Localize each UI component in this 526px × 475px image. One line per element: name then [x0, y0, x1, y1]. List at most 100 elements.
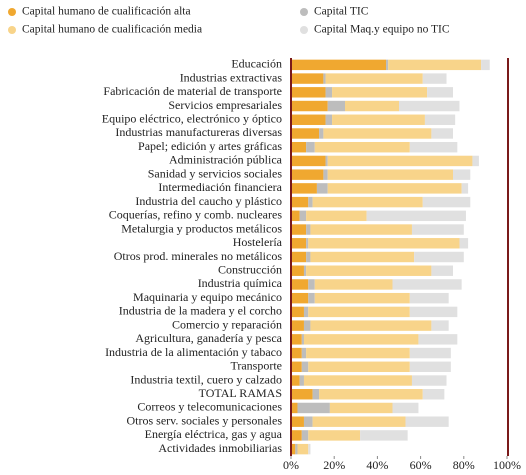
bar-segment [431, 265, 453, 276]
bar-segment [291, 389, 313, 400]
y-tick-label: Intermediación financiera [158, 180, 282, 194]
bar-segment [409, 292, 449, 304]
y-tick-label: Industria de la madera y el corcho [119, 304, 282, 318]
bar-segment [414, 251, 464, 263]
y-tick-label: Metalurgia y productos metálicos [121, 221, 282, 235]
y-tick-label: Maquinaria y equipo mecánico [133, 290, 282, 304]
bar-segment [291, 210, 300, 222]
bar-segment [411, 224, 464, 235]
y-tick-label: Comercio y reparación [172, 317, 282, 331]
bar-segment [310, 224, 412, 235]
bar-segment [314, 292, 410, 304]
bar-segment [310, 320, 432, 331]
bar-segment [301, 334, 304, 345]
bar-segment [299, 375, 304, 386]
bar-segment [316, 183, 328, 194]
y-tick-label: Industrias extractivas [180, 70, 283, 84]
bar-segment [399, 100, 460, 112]
bar-segment [327, 169, 453, 180]
bar-segment [291, 169, 324, 180]
bar-segment [431, 128, 453, 139]
bar-segment [314, 141, 410, 153]
bar-segment [291, 59, 387, 71]
bar-segment [291, 73, 324, 84]
bar-segment [319, 128, 324, 139]
bar-segment [332, 114, 425, 125]
x-tick-label: 80% [453, 458, 475, 472]
y-tick-label: Industrias manufactureras diversas [115, 125, 282, 139]
bar-segment [312, 416, 406, 427]
x-tick-label: 60% [410, 458, 432, 472]
bar-segment [291, 251, 307, 263]
bar-segment [312, 389, 320, 400]
bar-segment [459, 238, 469, 249]
legend-swatch [300, 26, 308, 34]
bar-segment [310, 251, 415, 263]
bar-segment [301, 347, 307, 359]
bar-segment [360, 430, 408, 441]
y-tick-label: Equipo eléctrico, electrónico y óptico [102, 112, 282, 126]
bar-segment [303, 375, 412, 386]
y-tick-label: Fabricación de material de transporte [103, 84, 282, 98]
bar-segment [297, 443, 309, 455]
bar-segment [291, 375, 300, 386]
bar-segment [291, 183, 317, 194]
bar-segment [325, 155, 328, 167]
bar-segment [409, 361, 451, 373]
y-tick-label: Industria del caucho y plástico [135, 194, 282, 208]
bar-segment [291, 334, 302, 345]
bar-segment [291, 443, 296, 455]
bar-segment [332, 87, 428, 98]
bar-segment [303, 306, 309, 318]
y-tick-label: Sanidad y servicios sociales [148, 166, 283, 180]
bar-segment [388, 59, 482, 71]
bar-segment [291, 347, 302, 359]
bar-segment [308, 279, 315, 290]
bar-segment [291, 128, 320, 139]
bar-segment [306, 238, 309, 249]
bar-segment [409, 141, 458, 153]
bar-segment [303, 265, 307, 276]
bar-segment [345, 100, 399, 112]
legend-label: Capital Maq.y equipo no TIC [314, 24, 450, 36]
bar-segment [291, 114, 326, 125]
bar-segment [291, 224, 307, 235]
bar-segment [308, 361, 410, 373]
bar-segment [291, 306, 304, 318]
bar-segment [405, 416, 449, 427]
legend-swatch [8, 8, 16, 16]
bar-segment [306, 141, 315, 153]
y-tick-label: Correos y telecomunicaciones [137, 400, 282, 414]
y-tick-label: Coquerías, refino y comb. nucleares [109, 208, 283, 222]
bar-segment [291, 416, 304, 427]
bar-segment [295, 443, 298, 455]
y-tick-label: Energía eléctrica, gas y agua [145, 427, 283, 441]
y-tick-label: Transporte [230, 359, 282, 373]
bar-segment [323, 128, 432, 139]
bar-segment [422, 73, 447, 84]
bar-segment [291, 320, 304, 331]
bar-segment [291, 100, 328, 112]
bar-segment [297, 402, 330, 414]
y-tick-label: Agricultura, ganadería y pesca [135, 331, 282, 345]
bar-segment [411, 375, 447, 386]
bar-segment [291, 292, 309, 304]
legend-swatch [300, 8, 308, 16]
bar-segment [301, 430, 309, 441]
bar-segment [306, 224, 311, 235]
bar-segment [325, 87, 333, 98]
bar-segment [291, 430, 302, 441]
bar-segment [314, 279, 393, 290]
bar-segment [306, 210, 367, 222]
bar-segment [323, 169, 328, 180]
bar-segment [303, 416, 313, 427]
bar-segment [427, 87, 453, 98]
bar-segment [366, 210, 466, 222]
y-tick-label: Otros prod. minerales no metálicos [114, 249, 283, 263]
y-tick-label: Construcción [218, 262, 282, 276]
bar-segment [308, 292, 315, 304]
bar-segment [472, 155, 479, 167]
bar-segment [323, 73, 326, 84]
bar-segment [306, 347, 410, 359]
